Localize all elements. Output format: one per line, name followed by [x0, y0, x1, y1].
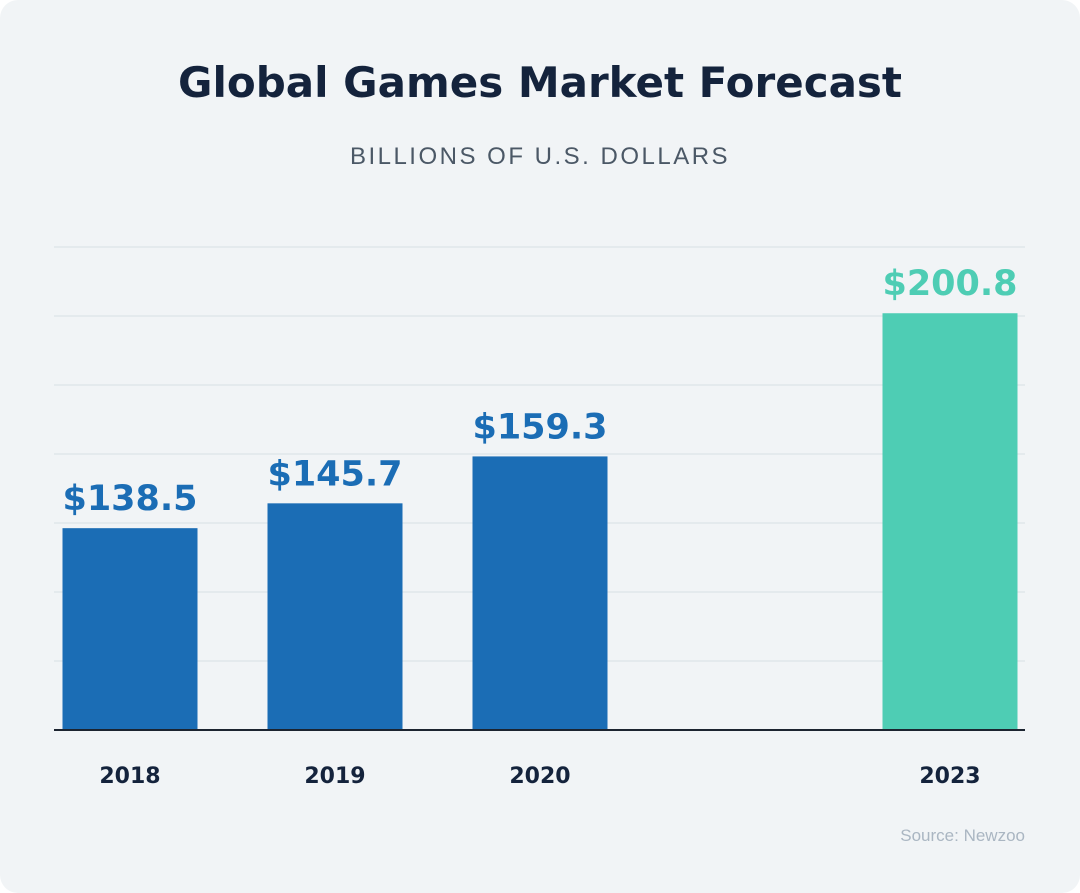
bar-2020 [472, 456, 608, 730]
x-tick-label-2019: 2019 [304, 764, 365, 789]
x-tick-label-2020: 2020 [509, 764, 570, 789]
chart-subtitle: BILLIONS OF U.S. DOLLARS [349, 143, 731, 170]
value-label-2023: $200.8 [882, 264, 1017, 304]
bar-2018 [62, 528, 198, 730]
x-tick-label-2023: 2023 [919, 764, 980, 789]
value-label-2018: $138.5 [62, 479, 197, 519]
value-label-2020: $159.3 [472, 407, 607, 447]
value-label-2019: $145.7 [267, 454, 402, 494]
x-tick-label-2018: 2018 [99, 764, 160, 789]
bar-2019 [267, 503, 403, 730]
source-note: Source: Newzoo [900, 826, 1025, 845]
bar-2023 [882, 313, 1018, 730]
chart-title: Global Games Market Forecast [177, 58, 903, 107]
